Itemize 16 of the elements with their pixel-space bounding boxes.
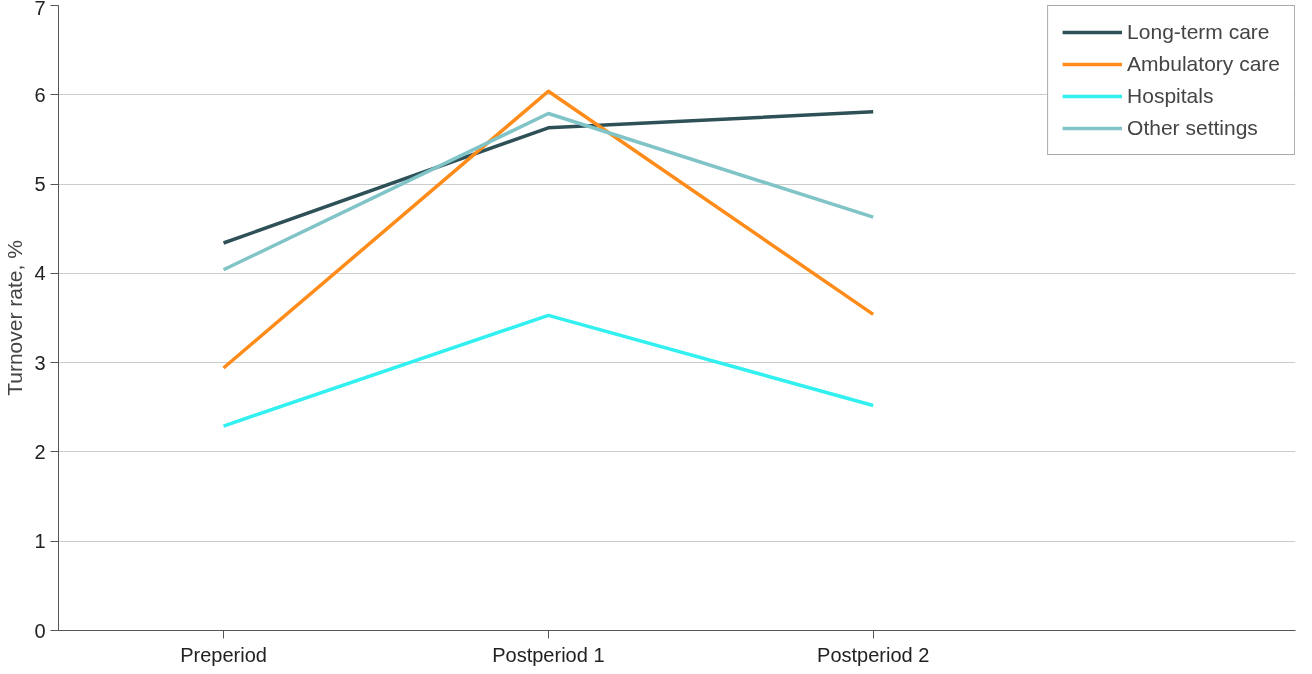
y-axis-title: Turnover rate, %	[3, 240, 27, 396]
legend-label: Hospitals	[1127, 84, 1214, 108]
y-tick-label: 4	[34, 262, 46, 285]
y-tick-label: 3	[34, 351, 46, 374]
y-tick-label: 1	[34, 530, 46, 553]
x-tick-label: Preperiod	[180, 643, 267, 666]
x-tick-label: Postperiod 1	[492, 643, 605, 666]
y-tick-label: 7	[34, 0, 46, 19]
y-tick-label: 6	[34, 83, 46, 106]
y-tick-label: 5	[34, 173, 46, 196]
legend-label: Other settings	[1127, 116, 1258, 140]
y-tick-label: 0	[34, 619, 46, 642]
x-tick-label: Postperiod 2	[817, 643, 930, 666]
legend-label: Ambulatory care	[1127, 52, 1280, 76]
legend-label: Long-term care	[1127, 20, 1270, 44]
y-tick-label: 2	[34, 440, 46, 463]
